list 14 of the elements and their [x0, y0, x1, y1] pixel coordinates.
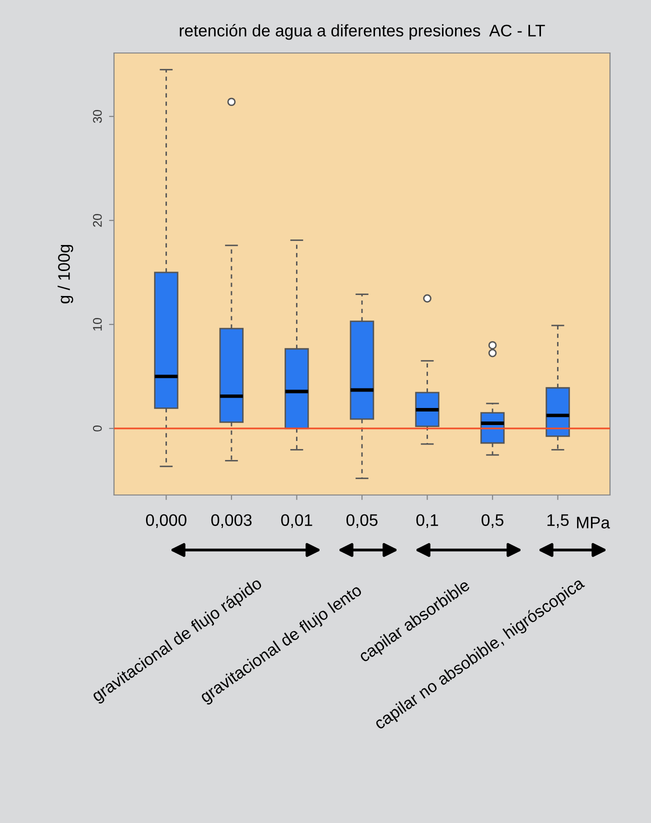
x-tick-label: 0,003 [211, 514, 252, 528]
x-tick-label: 1,5 [547, 514, 569, 528]
x-tick-label: 0,01 [281, 514, 312, 528]
x-tick-label: 0,05 [346, 514, 378, 528]
y-tick-label: 30 [92, 110, 102, 123]
y-tick-label: 20 [92, 214, 102, 227]
text: MPa [577, 516, 610, 528]
x-tick-label: 0,5 [482, 514, 504, 528]
x-tick-label: 0,000 [146, 514, 186, 528]
y-tick-label: 0 [92, 425, 102, 432]
chart-title: retención de agua a diferentes presiones AC - LT [180, 24, 545, 40]
y-axis-title: g / 100g [58, 244, 74, 304]
y-tick-label: 10 [92, 318, 102, 330]
x-tick-label: 0,1 [416, 514, 438, 528]
